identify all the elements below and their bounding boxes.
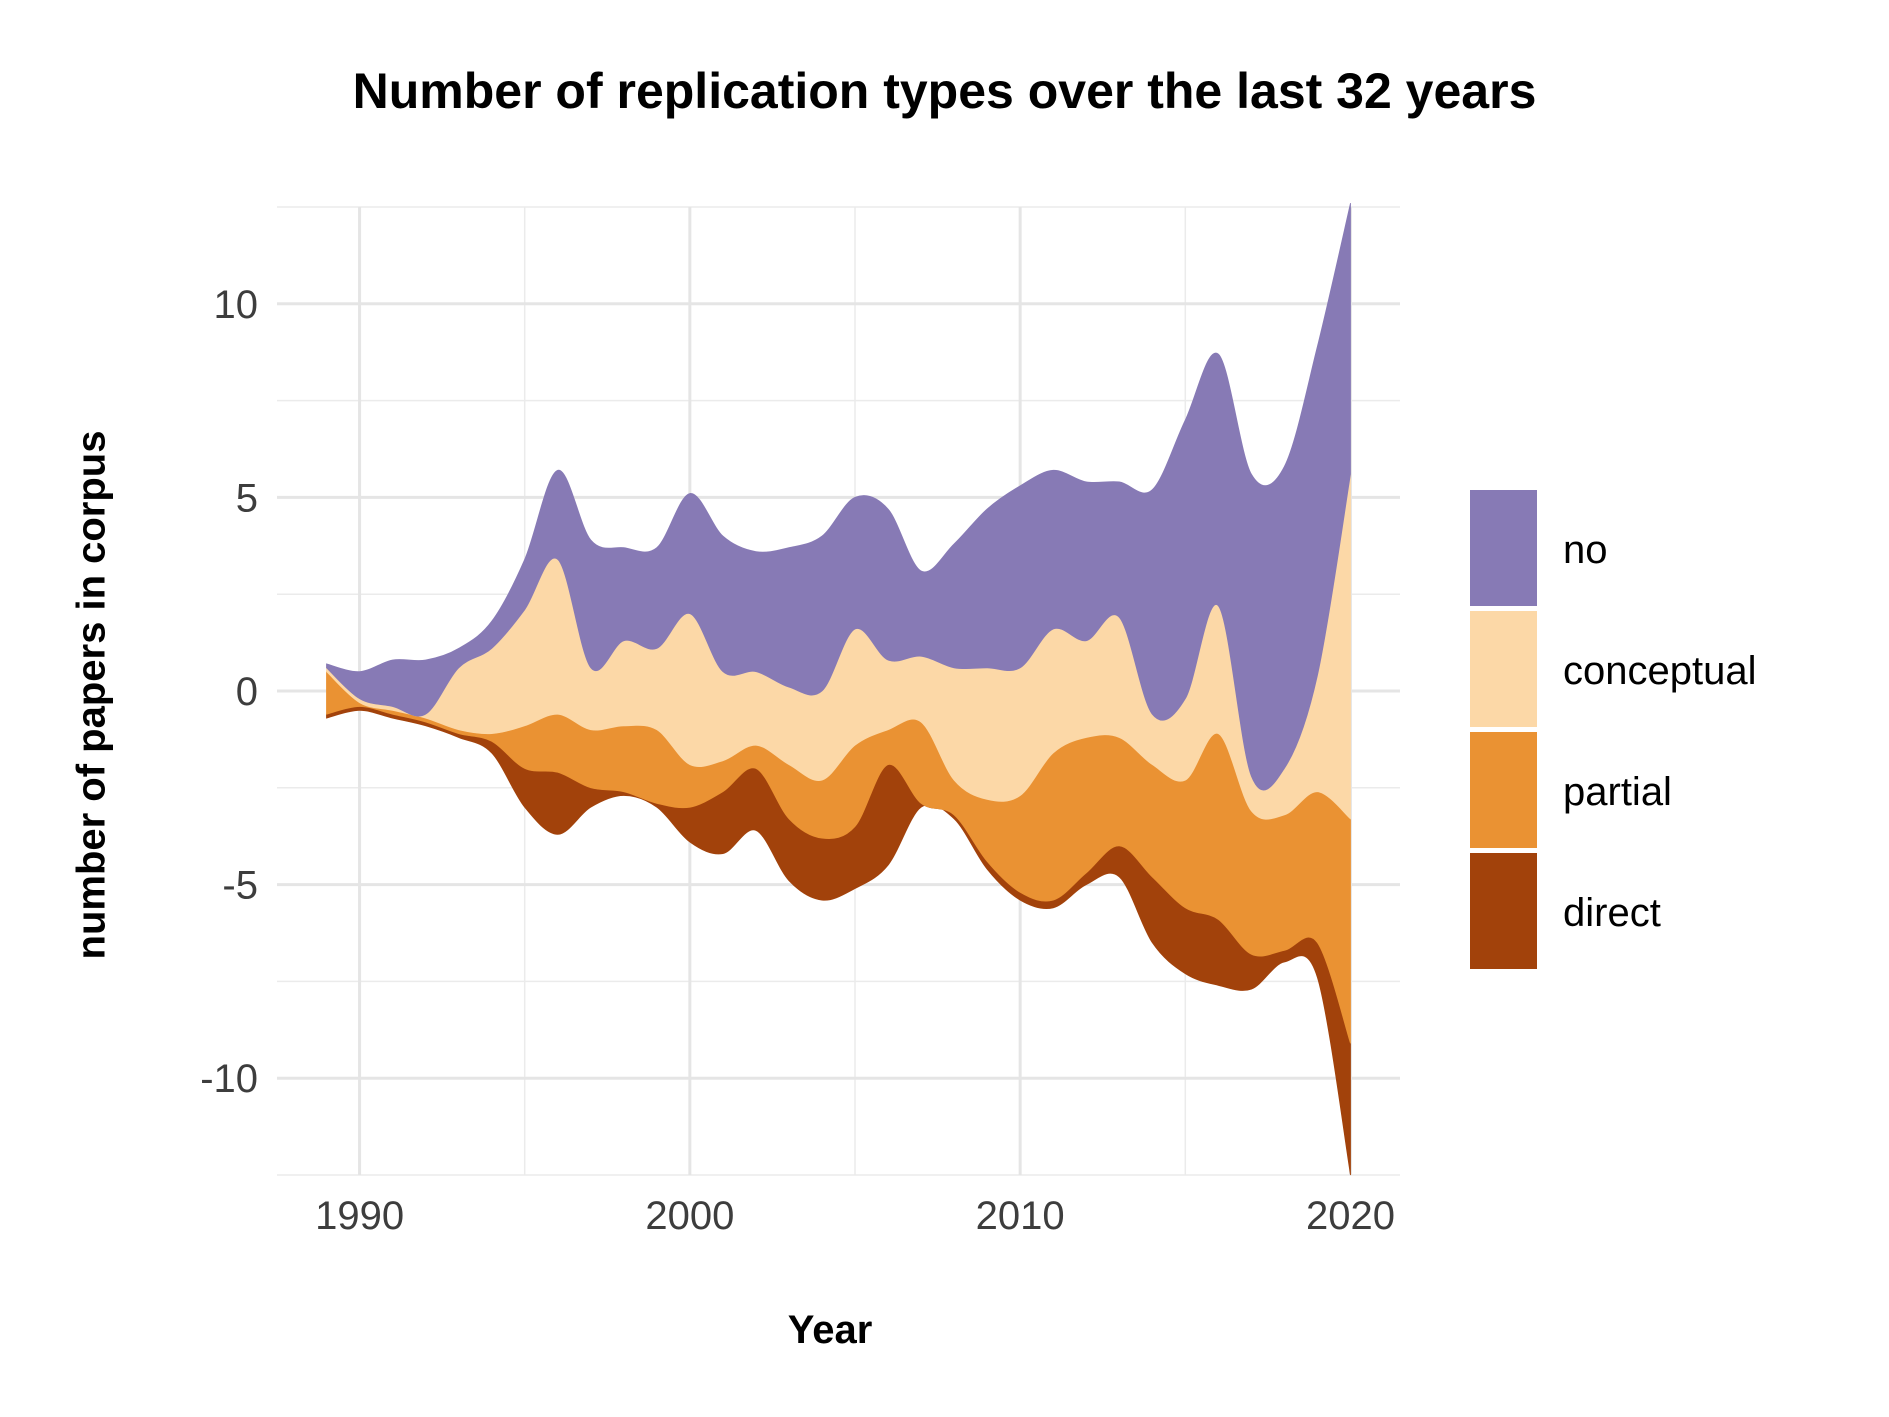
legend-label-direct: direct — [1563, 891, 1661, 935]
area-no — [326, 203, 1351, 791]
x-axis-label: Year — [787, 1308, 873, 1352]
legend-label-partial: partial — [1563, 770, 1672, 814]
x-tick-label: 2010 — [976, 1194, 1065, 1238]
x-tick-label: 1990 — [315, 1194, 404, 1238]
x-tick-labels: 1990 2000 2010 2020 — [315, 1194, 1395, 1238]
stream-areas — [326, 203, 1351, 1176]
y-tick-label: 10 — [214, 283, 259, 327]
legend-swatch-partial — [1470, 732, 1537, 848]
chart-title: Number of replication types over the las… — [352, 63, 1537, 119]
y-tick-labels: -10 -5 0 5 10 — [200, 283, 258, 1101]
y-tick-label: -10 — [200, 1057, 258, 1101]
x-tick-label: 2020 — [1306, 1194, 1395, 1238]
legend-swatch-conceptual — [1470, 611, 1537, 727]
legend-label-no: no — [1563, 528, 1608, 572]
legend: no conceptual partial direct — [1470, 490, 1756, 969]
y-tick-label: 0 — [236, 670, 258, 714]
legend-label-conceptual: conceptual — [1563, 649, 1756, 693]
y-tick-label: -5 — [222, 864, 258, 908]
legend-swatch-no — [1470, 490, 1537, 606]
y-axis-label: number of papers in corpus — [69, 430, 114, 960]
legend-swatch-direct — [1470, 853, 1537, 969]
x-tick-label: 2000 — [645, 1194, 734, 1238]
y-tick-label: 5 — [236, 476, 258, 520]
